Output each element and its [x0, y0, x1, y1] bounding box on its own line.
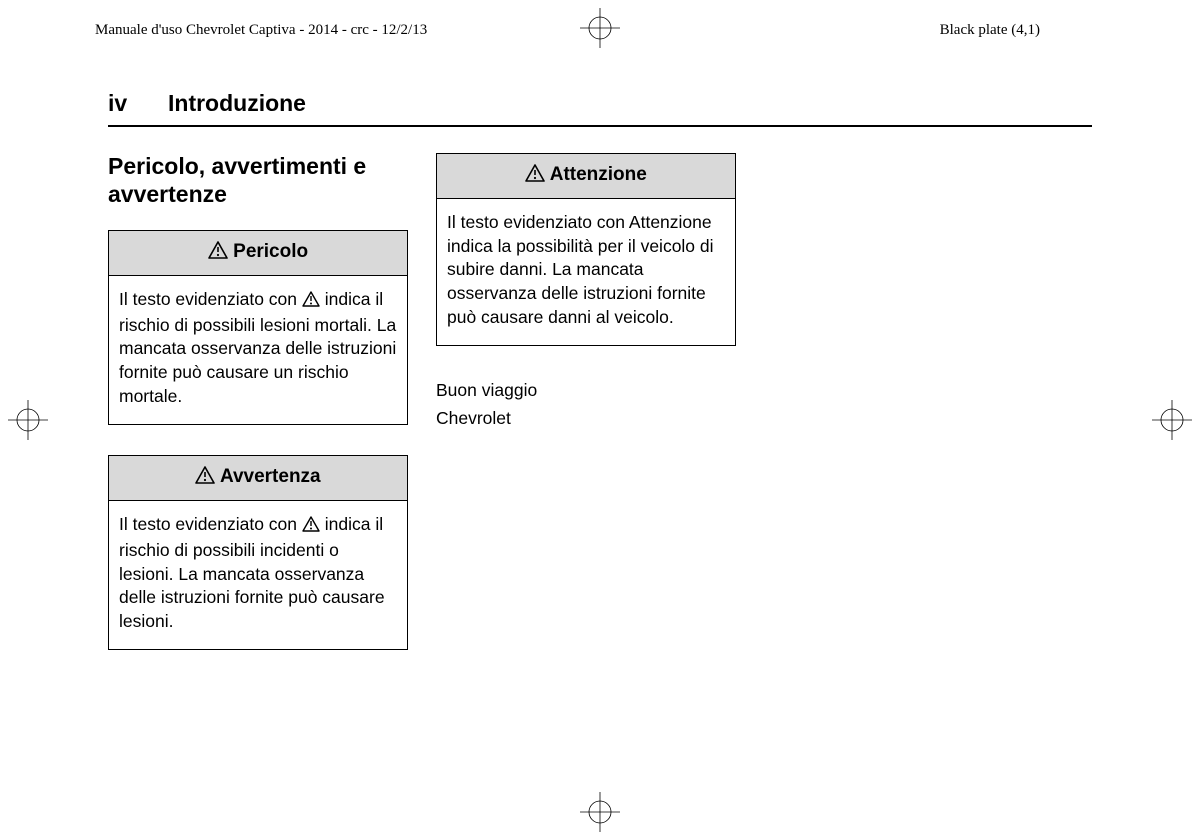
callout-pericolo: Pericolo Il testo evidenziato con indica… — [108, 230, 408, 425]
page-content: ivIntroduzione Pericolo, avvertimenti e … — [108, 90, 1092, 800]
closing-line-1: Buon viaggio — [436, 376, 736, 404]
callout-pericolo-header: Pericolo — [109, 231, 407, 276]
callout-avvertenza: Avvertenza Il testo evidenziato con indi… — [108, 455, 408, 650]
column-1: Pericolo, avvertimenti e avvertenze Peri… — [108, 153, 408, 680]
chapter-header: ivIntroduzione — [108, 90, 1092, 127]
crop-mark-top — [580, 8, 620, 48]
callout-avvertenza-body: Il testo evidenziato con indica il risch… — [109, 501, 407, 649]
content-columns: Pericolo, avvertimenti e avvertenze Peri… — [108, 153, 1092, 680]
crop-mark-right — [1152, 400, 1192, 440]
plate-label: Black plate (4,1) — [940, 22, 1040, 39]
callout-attenzione-body: Il testo evidenziato con Attenzione indi… — [437, 199, 735, 345]
callout-avvertenza-header: Avvertenza — [109, 456, 407, 501]
crop-mark-left — [8, 400, 48, 440]
column-3 — [764, 153, 1064, 680]
warning-icon — [208, 241, 228, 265]
page-number: iv — [108, 90, 168, 117]
closing-line-2: Chevrolet — [436, 404, 736, 432]
column-2: Attenzione Il testo evidenziato con Atte… — [436, 153, 736, 680]
section-title: Pericolo, avvertimenti e avvertenze — [108, 153, 408, 208]
warning-icon — [525, 164, 545, 188]
warning-icon — [302, 515, 320, 539]
callout-attenzione-header: Attenzione — [437, 154, 735, 199]
callout-pericolo-body: Il testo evidenziato con indica il risch… — [109, 276, 407, 424]
avvertenza-body-pre: Il testo evidenziato con — [119, 514, 302, 534]
callout-attenzione: Attenzione Il testo evidenziato con Atte… — [436, 153, 736, 346]
doc-title: Manuale d'uso Chevrolet Captiva - 2014 -… — [95, 22, 427, 39]
warning-icon — [302, 290, 320, 314]
callout-attenzione-label: Attenzione — [550, 164, 647, 185]
warning-icon — [195, 466, 215, 490]
pericolo-body-pre: Il testo evidenziato con — [119, 289, 302, 309]
chapter-title: Introduzione — [168, 90, 306, 116]
callout-pericolo-label: Pericolo — [233, 241, 308, 262]
callout-avvertenza-label: Avvertenza — [220, 466, 321, 487]
closing-text: Buon viaggio Chevrolet — [436, 376, 736, 432]
